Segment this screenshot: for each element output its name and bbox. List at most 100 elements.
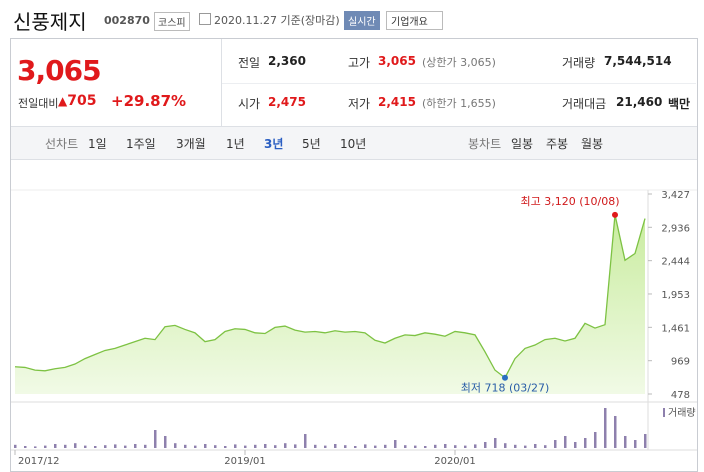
- volume-bar: [314, 444, 317, 448]
- price-line: [14, 214, 646, 379]
- item-value: 2,415: [378, 95, 416, 109]
- volume-bar: [54, 444, 57, 448]
- volume-bar: [544, 445, 547, 448]
- market-badge: 코스피: [154, 12, 190, 31]
- change-value: 705: [67, 93, 97, 109]
- tab[interactable]: 1주일: [126, 137, 156, 151]
- volume-bar: [574, 442, 577, 448]
- volume-bar: [594, 432, 597, 448]
- volume-bar: [264, 444, 267, 448]
- volume-bar: [494, 438, 497, 448]
- item-value: 2,360: [268, 54, 306, 68]
- tab[interactable]: 3년: [264, 137, 284, 151]
- min-label: 최저 718 (03/27): [461, 382, 550, 395]
- volume-bar: [274, 445, 277, 448]
- x-tick-label: 2019/01: [224, 456, 266, 467]
- max-label: 최고 3,120 (10/08): [520, 195, 619, 208]
- y-tick-label: 2,444: [661, 257, 690, 268]
- change-pct: +29.87%: [111, 92, 187, 110]
- volume-bar: [614, 416, 617, 448]
- volume-bar: [414, 445, 417, 448]
- volume-bar: [504, 443, 507, 448]
- item-value: 2,475: [268, 95, 306, 109]
- volume-bar: [474, 444, 477, 448]
- x-tick-label: 2017/12: [18, 456, 60, 467]
- volume-bar: [234, 444, 237, 448]
- volume-bar: [224, 446, 227, 448]
- tab-bar: [11, 126, 697, 160]
- volume-bar: [324, 445, 327, 448]
- volume-bar: [484, 442, 487, 448]
- volume-bar: [334, 444, 337, 448]
- volume-bar: [204, 444, 207, 448]
- item-unit: 백만: [668, 97, 691, 111]
- y-tick-label: 1,461: [661, 323, 690, 334]
- x-tick-label: 2020/01: [434, 456, 476, 467]
- max-dot: [612, 211, 618, 218]
- volume-bar: [44, 445, 47, 448]
- volume-bar: [104, 445, 107, 448]
- volume-bar: [114, 444, 117, 448]
- volume-bar: [294, 444, 297, 448]
- volume-bar: [444, 444, 447, 448]
- volume-bar: [404, 445, 407, 448]
- min-dot: [502, 374, 508, 381]
- tab[interactable]: 월봉: [581, 137, 604, 151]
- volume-title: 거래량: [668, 407, 696, 419]
- volume-bar: [214, 445, 217, 448]
- tab[interactable]: 10년: [340, 137, 367, 151]
- volume-bar: [174, 443, 177, 448]
- volume-bar: [184, 444, 187, 448]
- volume-bar: [424, 446, 427, 448]
- volume-bar: [534, 444, 537, 448]
- y-tick-label: 3,427: [661, 190, 690, 201]
- calendar-icon: [199, 13, 211, 25]
- item-label: 거래대금: [562, 97, 607, 111]
- tab[interactable]: 1일: [88, 137, 107, 151]
- volume-bar: [254, 444, 257, 448]
- volume-bar: [304, 434, 307, 448]
- tab[interactable]: 1년: [226, 137, 245, 151]
- volume-bar: [74, 443, 77, 448]
- item-extra: (상한가 3,065): [422, 56, 496, 69]
- volume-bar: [464, 445, 467, 448]
- item-label: 시가: [238, 97, 261, 111]
- y-tick-label: 478: [671, 390, 690, 401]
- item-label: 고가: [348, 56, 371, 70]
- volume-bar: [634, 440, 637, 448]
- volume-bar: [154, 430, 157, 448]
- volume-bar: [604, 408, 607, 448]
- volume-bar: [14, 444, 17, 448]
- volume-bar: [364, 444, 367, 448]
- item-label: 저가: [348, 97, 371, 111]
- volume-bar: [644, 434, 647, 448]
- y-tick-label: 2,936: [661, 223, 690, 234]
- volume-bar: [564, 436, 567, 448]
- volume-bar: [394, 440, 397, 448]
- company-info-dropdown[interactable]: 기업개요: [386, 11, 443, 30]
- tab[interactable]: 3개월: [176, 137, 206, 151]
- price: 3,065: [17, 54, 102, 87]
- volume-bar: [144, 444, 147, 448]
- stock-name: 신풍제지: [13, 10, 87, 34]
- y-tick-label: 969: [671, 357, 690, 368]
- realtime-button[interactable]: 실시간: [344, 11, 380, 30]
- volume-bar: [384, 444, 387, 448]
- item-label: 전일: [238, 56, 261, 70]
- volume-bar: [194, 445, 197, 448]
- volume-bar: [374, 445, 377, 448]
- volume-bar: [84, 445, 87, 448]
- divider: [221, 39, 222, 126]
- tab[interactable]: 주봉: [546, 137, 569, 151]
- volume-legend: [663, 408, 665, 417]
- item-value: 7,544,514: [604, 54, 672, 68]
- volume-bar: [354, 446, 357, 448]
- volume-bar: [524, 445, 527, 448]
- date: 2020.11.27 기준(장마감): [214, 14, 340, 27]
- tab[interactable]: 일봉: [511, 137, 534, 151]
- item-value: 3,065: [378, 54, 416, 68]
- change-label: 전일대비: [18, 97, 59, 110]
- tab[interactable]: 5년: [302, 137, 321, 151]
